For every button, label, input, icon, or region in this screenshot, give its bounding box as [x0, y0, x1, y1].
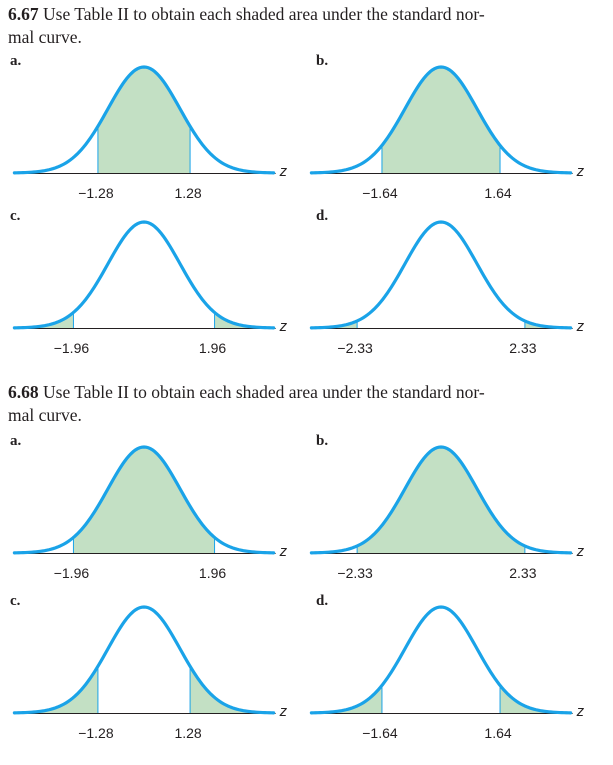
problem-text-line2: mal curve. [8, 405, 82, 425]
part-label: a. [10, 433, 22, 449]
tick-label: −1.28 [78, 725, 114, 741]
part-label: a. [10, 53, 22, 69]
tick-label: 1.96 [198, 340, 227, 356]
normal-curve [12, 65, 276, 175]
tick-label: 2.33 [509, 340, 537, 356]
axis-label: z [279, 543, 288, 560]
tick-label: −2.33 [337, 565, 373, 581]
normal-curve [309, 445, 573, 555]
axis-label: z [279, 163, 288, 180]
graph-6-68-a: a. −1.96 1.96 z [10, 433, 308, 605]
shaded-area [357, 447, 525, 553]
tick-label: 1.28 [174, 725, 202, 741]
problem-text-line2: mal curve. [8, 27, 82, 47]
normal-curve [309, 220, 573, 330]
shaded-area [14, 666, 98, 713]
graph-6-67-d: d. −2.33 2.33 z [309, 208, 605, 380]
problem-6-67: 6.67 Use Table II to obtain each shaded … [8, 3, 608, 49]
normal-curve [12, 445, 276, 555]
axis-label: z [576, 318, 585, 335]
graph-6-68-c: c. −1.28 1.28 z [10, 593, 308, 765]
part-label: d. [316, 208, 329, 224]
tick-label: −1.96 [53, 565, 90, 581]
shaded-area [97, 67, 191, 173]
normal-curve-plot [12, 605, 276, 715]
part-label: b. [316, 53, 329, 69]
part-label: c. [10, 593, 21, 609]
tick-label: 1.96 [198, 565, 227, 581]
part-label: d. [316, 593, 329, 609]
normal-curve [12, 220, 276, 330]
tick-label: −1.96 [53, 340, 90, 356]
tick-label: 1.64 [484, 185, 512, 201]
axis-label: z [576, 543, 585, 560]
tick-label: 1.64 [484, 725, 512, 741]
problem-text-line1: Use Table II to obtain each shaded area … [43, 382, 485, 402]
shaded-area [14, 312, 74, 328]
normal-curve-plot [309, 65, 573, 175]
tick-label: 2.33 [509, 565, 537, 581]
problem-number: 6.68 [8, 382, 39, 402]
tick-label: −2.33 [337, 340, 373, 356]
shaded-area [73, 447, 215, 553]
normal-curve-plot [309, 445, 573, 555]
normal-curve [309, 65, 573, 175]
axis-label: z [279, 318, 288, 335]
tick-label: 1.28 [174, 185, 202, 201]
shaded-area [214, 312, 274, 328]
part-label: c. [10, 208, 21, 224]
normal-curve-plot [309, 220, 573, 330]
axis-label: z [279, 703, 288, 720]
shaded-area [500, 685, 571, 713]
normal-curve-plot [12, 65, 276, 175]
graph-6-67-a: a. −1.28 1.28 z [10, 53, 308, 225]
shaded-area [381, 67, 501, 173]
problem-number: 6.67 [8, 4, 39, 24]
normal-curve-plot [12, 445, 276, 555]
graph-6-67-b: b. −1.64 1.64 z [309, 53, 605, 225]
tick-label: −1.28 [78, 185, 114, 201]
problem-6-68: 6.68 Use Table II to obtain each shaded … [8, 381, 608, 427]
axis-label: z [576, 163, 585, 180]
part-label: b. [316, 433, 329, 449]
tick-label: −1.64 [362, 725, 398, 741]
normal-curve-plot [12, 220, 276, 330]
axis-label: z [576, 703, 585, 720]
normal-curve [12, 605, 276, 715]
normal-curve-plot [309, 605, 573, 715]
graph-6-68-b: b. −2.33 2.33 z [309, 433, 605, 605]
graph-6-68-d: d. −1.64 1.64 z [309, 593, 605, 765]
tick-label: −1.64 [362, 185, 398, 201]
graph-6-67-c: c. −1.96 1.96 z [10, 208, 308, 380]
shaded-area [190, 666, 274, 713]
shaded-area [311, 685, 382, 713]
normal-curve [309, 605, 573, 715]
problem-text-line1: Use Table II to obtain each shaded area … [43, 4, 485, 24]
